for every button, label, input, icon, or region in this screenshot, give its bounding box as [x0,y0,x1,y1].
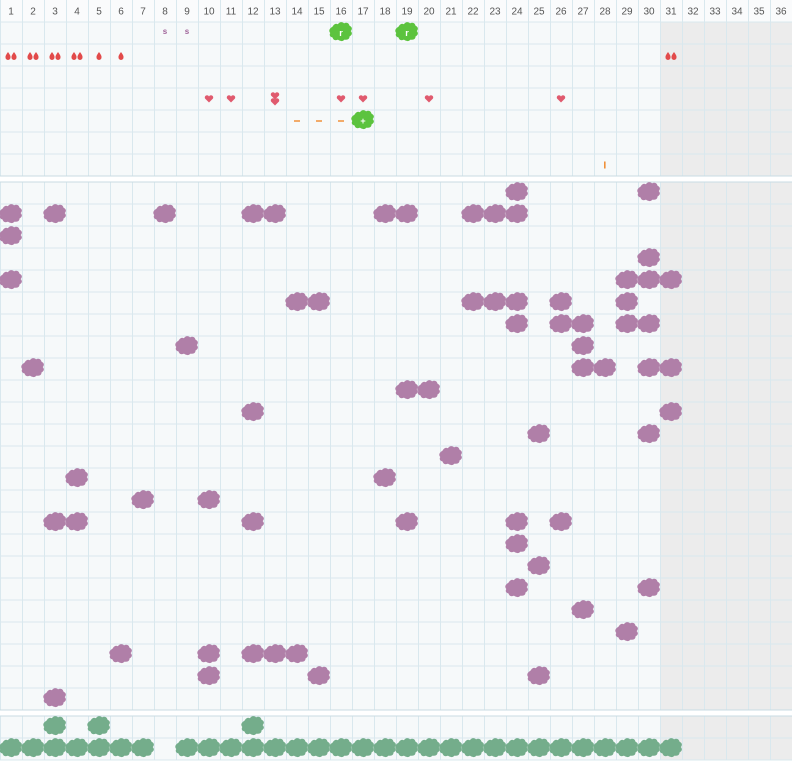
column-label: 26 [555,7,567,18]
column-label: 1 [8,7,14,18]
column-label: 10 [203,7,215,18]
column-label: 3 [52,7,58,18]
column-label: 27 [577,7,589,18]
column-label: 22 [467,7,479,18]
letter-marker: s [163,27,168,36]
column-label: 20 [423,7,435,18]
column-label: 36 [775,7,787,18]
column-label: 5 [96,7,102,18]
column-label: 18 [379,7,391,18]
column-label: 8 [162,7,168,18]
separator [0,710,792,716]
bar-marker [604,161,606,169]
column-label: 2 [30,7,36,18]
column-label: 29 [621,7,633,18]
column-label: 7 [140,7,146,18]
column-label: 14 [291,7,303,18]
column-label: 17 [357,7,369,18]
column-label: 33 [709,7,721,18]
dash-marker [316,120,322,122]
column-label: 35 [753,7,765,18]
column-label: 24 [511,7,523,18]
column-label: 28 [599,7,611,18]
column-label: 4 [74,7,80,18]
column-label: 13 [269,7,281,18]
column-label: 21 [445,7,457,18]
column-label: 30 [643,7,655,18]
column-label: 23 [489,7,501,18]
column-label: 31 [665,7,677,18]
column-label: 9 [184,7,190,18]
column-label: 25 [533,7,545,18]
column-label: 19 [401,7,413,18]
green-marker-label: r [339,28,343,38]
dash-marker [338,120,344,122]
column-label: 34 [731,7,743,18]
green-marker-label: r [405,28,409,38]
column-label: 12 [247,7,259,18]
column-label: 11 [226,7,237,18]
column-label: 16 [335,7,347,18]
separator [0,176,792,182]
green-marker-label: + [360,116,365,126]
dash-marker [294,120,300,122]
column-label: 15 [313,7,325,18]
items: s s r r + [0,22,682,758]
column-label: 32 [687,7,699,18]
letter-marker: s [185,27,190,36]
column-label: 6 [118,7,124,18]
